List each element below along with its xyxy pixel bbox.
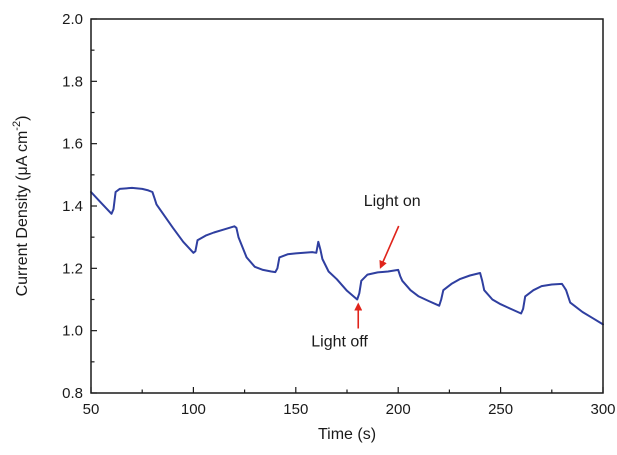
y-tick-label: 1.8 bbox=[62, 73, 83, 90]
y-axis-label: Current Density (μA cm-2) bbox=[11, 116, 31, 297]
y-tick-label: 2.0 bbox=[62, 11, 83, 28]
y-axis-label-exponent: -2 bbox=[11, 121, 23, 131]
series-line bbox=[90, 186, 604, 326]
x-tick-labels: 50 100 150 200 250 300 bbox=[83, 401, 616, 418]
x-tick-label: 100 bbox=[181, 401, 206, 418]
x-tick-label: 300 bbox=[590, 401, 615, 418]
y-axis-label-suffix: ) bbox=[14, 116, 31, 121]
x-tick-label: 250 bbox=[488, 401, 513, 418]
y-tick-label: 0.8 bbox=[62, 385, 83, 402]
x-tick-label: 50 bbox=[83, 401, 100, 418]
y-axis-label-prefix: Current Density ( bbox=[14, 175, 31, 297]
y-axis-label-mu: μ bbox=[14, 166, 31, 175]
y-tick-labels: 0.8 1.0 1.2 1.4 1.6 1.8 2.0 bbox=[62, 11, 83, 402]
x-axis-label: Time (s) bbox=[318, 426, 376, 443]
light-on-label: Light on bbox=[364, 193, 421, 210]
x-tick-label: 150 bbox=[283, 401, 308, 418]
y-tick-label: 1.0 bbox=[62, 323, 83, 340]
y-tick-label: 1.4 bbox=[62, 198, 83, 215]
light-on-arrow bbox=[379, 225, 400, 269]
y-axis-label-unit: A cm bbox=[14, 131, 31, 167]
light-off-label: Light off bbox=[311, 334, 368, 351]
y-tick-label: 1.6 bbox=[62, 136, 83, 153]
x-tick-label: 200 bbox=[386, 401, 411, 418]
plot-frame bbox=[90, 18, 604, 394]
y-tick-label: 1.2 bbox=[62, 260, 83, 277]
